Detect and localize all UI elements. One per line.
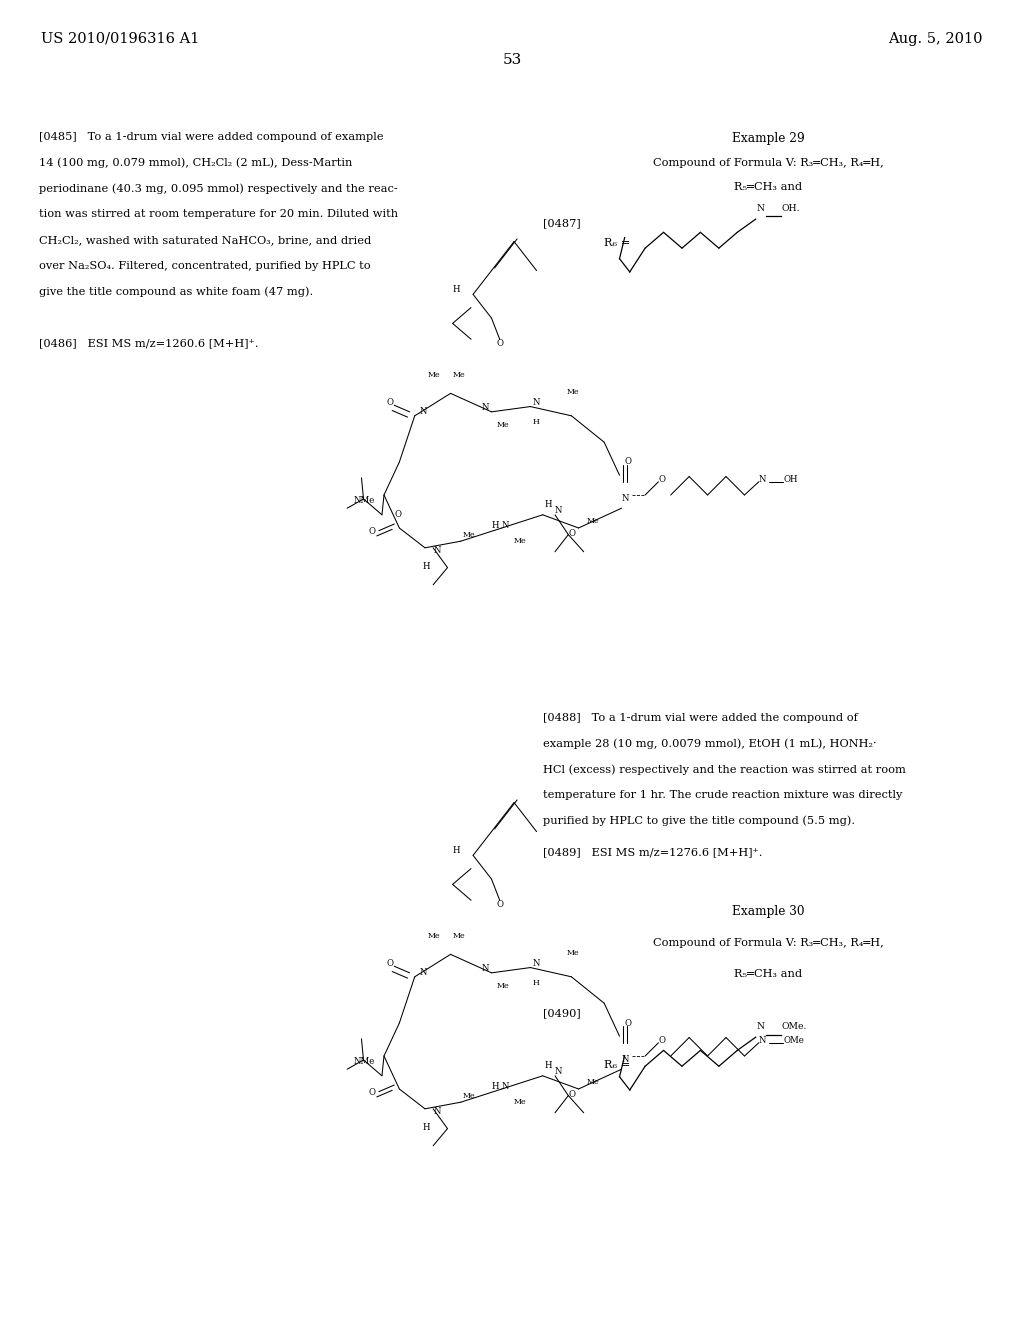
Text: O: O <box>386 960 393 968</box>
Text: Me: Me <box>453 371 465 379</box>
Text: Aug. 5, 2010: Aug. 5, 2010 <box>889 32 983 46</box>
Text: R₆ =: R₆ = <box>604 1060 631 1069</box>
Text: O: O <box>658 1036 666 1044</box>
Text: Example 30: Example 30 <box>732 906 804 917</box>
Text: OMe: OMe <box>783 1036 804 1044</box>
Text: give the title compound as white foam (47 mg).: give the title compound as white foam (4… <box>39 286 313 297</box>
Text: purified by HPLC to give the title compound (5.5 mg).: purified by HPLC to give the title compo… <box>543 816 855 826</box>
Text: H: H <box>423 1123 430 1131</box>
Text: example 28 (10 mg, 0.0079 mmol), EtOH (1 mL), HONH₂·: example 28 (10 mg, 0.0079 mmol), EtOH (1… <box>543 739 877 750</box>
Text: NMe: NMe <box>353 496 375 504</box>
Text: HCl (excess) respectively and the reaction was stirred at room: HCl (excess) respectively and the reacti… <box>543 764 905 775</box>
Text: H: H <box>545 500 552 508</box>
Text: N: N <box>757 1022 765 1031</box>
Text: Me: Me <box>463 531 475 539</box>
Text: O: O <box>568 529 575 537</box>
Text: N: N <box>420 969 427 977</box>
Text: O: O <box>625 1019 632 1027</box>
Text: Me: Me <box>453 932 465 940</box>
Text: Me: Me <box>514 537 526 545</box>
Text: N: N <box>759 1036 766 1044</box>
Text: Me: Me <box>497 421 509 429</box>
Text: Me: Me <box>497 982 509 990</box>
Text: O: O <box>369 1089 376 1097</box>
Text: US 2010/0196316 A1: US 2010/0196316 A1 <box>41 32 200 46</box>
Text: O: O <box>497 900 503 908</box>
Text: O: O <box>369 528 376 536</box>
Text: N: N <box>532 960 540 968</box>
Text: OMe.: OMe. <box>781 1022 807 1031</box>
Text: N: N <box>502 1082 509 1090</box>
Text: [0490]: [0490] <box>543 1008 581 1018</box>
Text: N: N <box>759 475 766 483</box>
Text: N: N <box>555 507 562 515</box>
Text: O: O <box>658 475 666 483</box>
Text: N: N <box>433 546 440 554</box>
Text: tion was stirred at room temperature for 20 min. Diluted with: tion was stirred at room temperature for… <box>39 209 398 219</box>
Text: N: N <box>481 965 488 973</box>
Text: N: N <box>757 203 765 213</box>
Text: N: N <box>481 404 488 412</box>
Text: Compound of Formula V: R₃═CH₃, R₄═H,: Compound of Formula V: R₃═CH₃, R₄═H, <box>652 939 884 948</box>
Text: 14 (100 mg, 0.079 mmol), CH₂Cl₂ (2 mL), Dess-Martin: 14 (100 mg, 0.079 mmol), CH₂Cl₂ (2 mL), … <box>39 158 352 169</box>
Text: O: O <box>625 458 632 466</box>
Text: N: N <box>433 1107 440 1115</box>
Text: H: H <box>532 418 540 426</box>
Text: N: N <box>555 1068 562 1076</box>
Text: N: N <box>622 495 629 503</box>
Text: H: H <box>423 562 430 570</box>
Text: Compound of Formula V: R₃═CH₃, R₄═H,: Compound of Formula V: R₃═CH₃, R₄═H, <box>652 158 884 169</box>
Text: Me: Me <box>566 388 579 396</box>
Text: N: N <box>532 399 540 407</box>
Text: Me: Me <box>587 517 599 525</box>
Text: Me: Me <box>428 932 440 940</box>
Text: R₆ =: R₆ = <box>604 238 631 248</box>
Text: H: H <box>545 1061 552 1069</box>
Text: Me: Me <box>463 1092 475 1100</box>
Text: H: H <box>453 285 460 293</box>
Text: [0487]: [0487] <box>543 218 581 228</box>
Text: NMe: NMe <box>353 1057 375 1065</box>
Text: O: O <box>497 339 503 347</box>
Text: CH₂Cl₂, washed with saturated NaHCO₃, brine, and dried: CH₂Cl₂, washed with saturated NaHCO₃, br… <box>39 235 371 246</box>
Text: N: N <box>502 521 509 529</box>
Text: temperature for 1 hr. The crude reaction mixture was directly: temperature for 1 hr. The crude reaction… <box>543 789 902 800</box>
Text: OH: OH <box>783 475 798 483</box>
Text: Example 29: Example 29 <box>731 132 805 145</box>
Text: Me: Me <box>428 371 440 379</box>
Text: Me: Me <box>566 949 579 957</box>
Text: H: H <box>453 846 460 854</box>
Text: OH.: OH. <box>781 203 800 213</box>
Text: H: H <box>492 1082 499 1090</box>
Text: Me: Me <box>587 1078 599 1086</box>
Text: H: H <box>492 521 499 529</box>
Text: O: O <box>568 1090 575 1098</box>
Text: R₅═CH₃ and: R₅═CH₃ and <box>734 969 802 979</box>
Text: [0486]   ESI MS m/z=1260.6 [M+H]⁺.: [0486] ESI MS m/z=1260.6 [M+H]⁺. <box>39 338 258 348</box>
Text: periodinane (40.3 mg, 0.095 mmol) respectively and the reac-: periodinane (40.3 mg, 0.095 mmol) respec… <box>39 183 397 194</box>
Text: H: H <box>532 979 540 987</box>
Text: R₅═CH₃ and: R₅═CH₃ and <box>734 182 802 193</box>
Text: [0489]   ESI MS m/z=1276.6 [M+H]⁺.: [0489] ESI MS m/z=1276.6 [M+H]⁺. <box>543 847 762 857</box>
Text: O: O <box>394 511 401 519</box>
Text: over Na₂SO₄. Filtered, concentrated, purified by HPLC to: over Na₂SO₄. Filtered, concentrated, pur… <box>39 261 371 271</box>
Text: O: O <box>386 399 393 407</box>
Text: [0485]   To a 1-drum vial were added compound of example: [0485] To a 1-drum vial were added compo… <box>39 132 383 143</box>
Text: N: N <box>622 1056 629 1064</box>
Text: N: N <box>420 408 427 416</box>
Text: [0488]   To a 1-drum vial were added the compound of: [0488] To a 1-drum vial were added the c… <box>543 713 857 723</box>
Text: 53: 53 <box>503 53 521 67</box>
Text: Me: Me <box>514 1098 526 1106</box>
